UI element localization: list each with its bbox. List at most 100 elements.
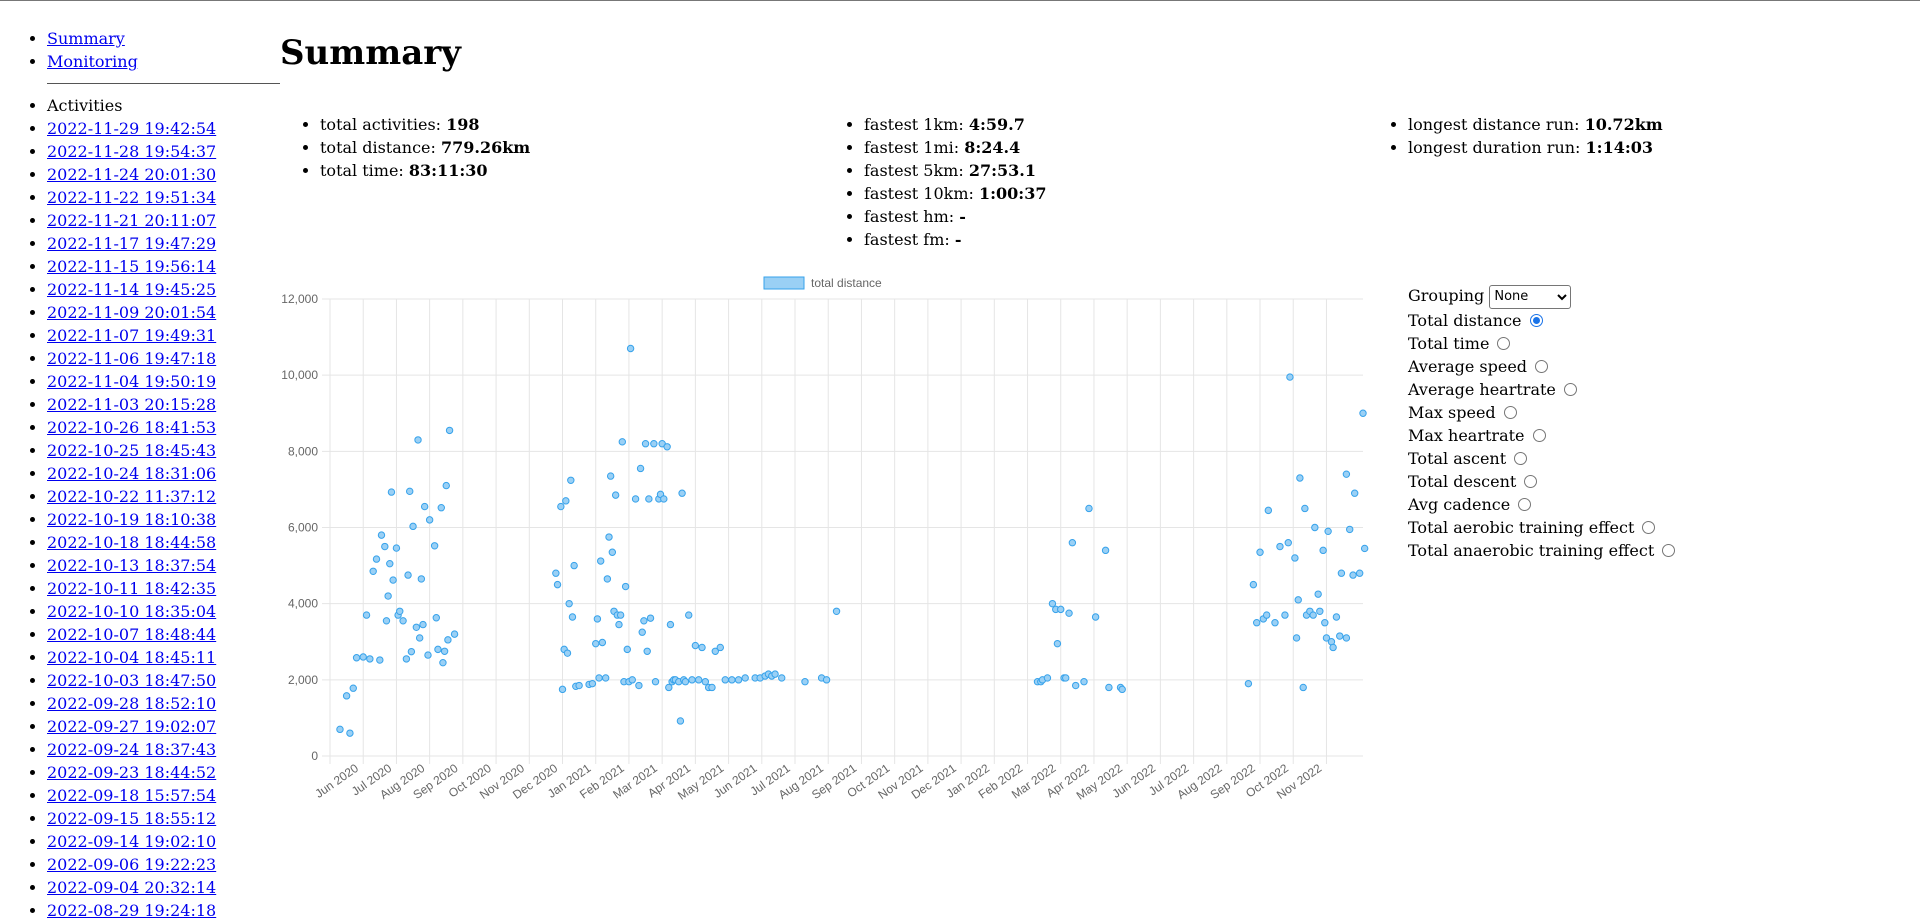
metric-option[interactable]: Total time (1408, 332, 1675, 355)
metric-radio[interactable] (1518, 497, 1532, 511)
stat-value: 83:11:30 (408, 161, 488, 180)
metric-radio[interactable] (1497, 336, 1511, 350)
metric-radio[interactable] (1642, 520, 1656, 534)
activity-link[interactable]: 2022-10-22 11:37:12 (47, 487, 217, 506)
activity-link[interactable]: 2022-10-03 18:47:50 (47, 671, 217, 690)
data-point (563, 649, 572, 657)
data-point (1085, 504, 1093, 513)
activity-link[interactable]: 2022-10-10 18:35:04 (47, 602, 217, 621)
activity-link[interactable]: 2022-11-22 19:51:34 (47, 188, 217, 207)
activity-link[interactable]: 2022-10-18 18:44:58 (47, 533, 217, 552)
data-point (676, 717, 685, 725)
activity-link[interactable]: 2022-11-28 19:54:37 (47, 142, 217, 161)
data-point (635, 681, 643, 690)
data-point (565, 599, 573, 608)
data-point (623, 645, 631, 654)
metric-option[interactable]: Total descent (1408, 470, 1675, 493)
data-point (1311, 523, 1319, 532)
data-point (606, 472, 615, 480)
activity-link[interactable]: 2022-11-07 19:49:31 (47, 326, 217, 345)
activity-link[interactable]: 2022-10-26 18:41:53 (47, 418, 217, 437)
activity-item: 2022-11-29 19:42:54 (47, 117, 280, 140)
activity-link[interactable]: 2022-10-13 18:37:54 (47, 556, 217, 575)
monitoring-link[interactable]: Monitoring (47, 52, 138, 71)
data-point (1101, 546, 1110, 555)
metric-radio[interactable] (1503, 405, 1517, 419)
activity-item: 2022-10-26 18:41:53 (47, 416, 280, 439)
data-point (415, 634, 424, 642)
data-point (778, 674, 786, 682)
activity-item: 2022-11-24 20:01:30 (47, 163, 280, 186)
activity-link[interactable]: 2022-11-04 19:50:19 (47, 372, 217, 391)
activity-link[interactable]: 2022-11-06 19:47:18 (47, 349, 217, 368)
data-point (641, 440, 650, 448)
activity-link[interactable]: 2022-08-29 19:24:18 (47, 901, 217, 920)
activity-link[interactable]: 2022-11-29 19:42:54 (47, 119, 217, 138)
activity-link[interactable]: 2022-10-19 18:10:38 (47, 510, 217, 529)
metric-option[interactable]: Total aerobic training effect (1408, 516, 1675, 539)
stats-totals: total activities: 198total distance: 779… (280, 113, 530, 182)
data-point (1281, 611, 1289, 619)
metric-option[interactable]: Total ascent (1408, 447, 1675, 470)
activity-link[interactable]: 2022-10-25 18:45:43 (47, 441, 217, 460)
metric-radio[interactable] (1529, 313, 1543, 327)
activity-link[interactable]: 2022-11-24 20:01:30 (47, 165, 217, 184)
data-point (1316, 607, 1324, 615)
metric-radio[interactable] (1535, 359, 1549, 373)
metric-radio[interactable] (1563, 382, 1577, 396)
nav-item-monitoring: Monitoring (47, 50, 280, 73)
activity-link[interactable]: 2022-11-21 20:11:07 (47, 211, 217, 230)
data-point (650, 440, 658, 448)
metric-option[interactable]: Max speed (1408, 401, 1675, 424)
metric-option-label: Total aerobic training effect (1408, 517, 1635, 537)
metric-option[interactable]: Total anaerobic training effect (1408, 539, 1676, 562)
metric-option[interactable]: Average heartrate (1408, 378, 1675, 401)
activity-item: 2022-09-14 19:02:10 (47, 830, 280, 853)
data-point (593, 615, 602, 623)
activity-link[interactable]: 2022-11-17 19:47:29 (47, 234, 217, 253)
activity-link[interactable]: 2022-09-23 18:44:52 (47, 763, 217, 782)
activity-link[interactable]: 2022-09-14 19:02:10 (47, 832, 217, 851)
activity-link[interactable]: 2022-10-07 18:48:44 (47, 625, 217, 644)
data-point (666, 620, 675, 629)
activity-link[interactable]: 2022-10-04 18:45:11 (47, 648, 217, 667)
metric-option[interactable]: Max heartrate (1408, 424, 1675, 447)
activity-link[interactable]: 2022-11-09 20:01:54 (47, 303, 217, 322)
activity-link[interactable]: 2022-09-04 20:32:14 (47, 878, 217, 897)
metric-radio[interactable] (1514, 451, 1528, 465)
activity-link[interactable]: 2022-11-15 19:56:14 (47, 257, 217, 276)
grouping-select[interactable]: None (1489, 284, 1572, 309)
activity-link[interactable]: 2022-11-14 19:45:25 (47, 280, 217, 299)
activity-link[interactable]: 2022-09-28 18:52:10 (47, 694, 217, 713)
activity-link[interactable]: 2022-09-06 19:22:23 (47, 855, 217, 874)
metric-option[interactable]: Average speed (1408, 355, 1675, 378)
metric-radio[interactable] (1662, 543, 1676, 557)
data-point (1329, 643, 1337, 652)
metric-radio[interactable] (1532, 428, 1546, 442)
metric-option[interactable]: Avg cadence (1408, 493, 1675, 516)
metric-option-label: Avg cadence (1408, 494, 1511, 514)
data-point (1256, 548, 1264, 556)
metric-radio[interactable] (1524, 474, 1538, 488)
data-point (615, 620, 623, 629)
metric-option[interactable]: Total distance (1408, 309, 1675, 332)
activity-link[interactable]: 2022-11-03 20:15:28 (47, 395, 217, 414)
activity-link[interactable]: 2022-09-15 18:55:12 (47, 809, 217, 828)
activity-link[interactable]: 2022-09-27 19:02:07 (47, 717, 217, 736)
stat-value: 4:59.7 (968, 115, 1025, 134)
data-point (424, 651, 432, 659)
activity-link[interactable]: 2022-09-18 15:57:54 (47, 786, 217, 805)
activity-link[interactable]: 2022-09-24 18:37:43 (47, 740, 217, 759)
activity-link[interactable]: 2022-10-24 18:31:06 (47, 464, 217, 483)
data-point (396, 607, 404, 615)
legend-label: total distance (811, 276, 882, 290)
data-point (1071, 681, 1080, 690)
activity-item: 2022-10-19 18:10:38 (47, 508, 280, 531)
activity-link[interactable]: 2022-10-11 18:42:35 (47, 579, 217, 598)
activity-item: 2022-11-28 19:54:37 (47, 140, 280, 163)
data-point (562, 497, 570, 505)
data-point (626, 344, 635, 353)
metric-option-label: Total time (1408, 333, 1490, 353)
data-point (342, 692, 351, 700)
summary-link[interactable]: Summary (47, 29, 125, 48)
